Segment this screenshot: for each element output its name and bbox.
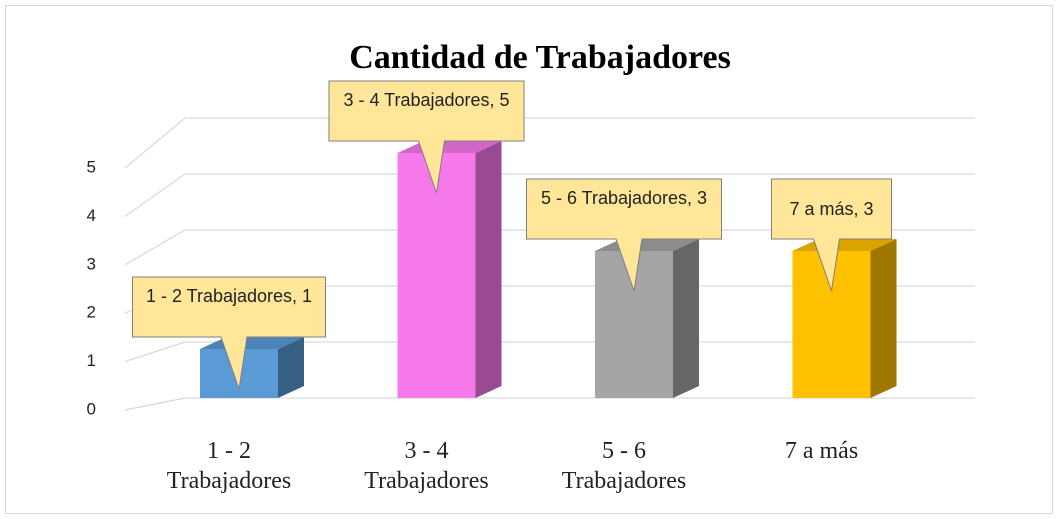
data-label: 7 a más, 3 — [789, 199, 874, 219]
y-tick-label: 1 — [87, 351, 96, 370]
data-label: 1 - 2 Trabajadores, 1 — [145, 286, 313, 306]
callout-box — [526, 178, 722, 292]
data-label: 3 - 4 Trabajadores, 5 — [343, 90, 510, 110]
x-tick-label: 5 - 6 Trabajadores — [561, 438, 687, 494]
callout-box — [771, 178, 892, 292]
data-label: 5 - 6 Trabajadores, 3 — [540, 188, 708, 208]
grid-line — [124, 117, 975, 169]
callout-box — [328, 80, 525, 194]
bar-side — [673, 239, 699, 398]
y-tick-label: 0 — [87, 399, 96, 418]
y-tick-label: 3 — [87, 254, 96, 273]
grid-line — [124, 397, 975, 411]
y-tick-label: 2 — [87, 303, 96, 322]
bar-side — [475, 141, 502, 398]
grid-line — [124, 341, 975, 363]
y-tick-label: 5 — [87, 157, 96, 176]
bar-side — [278, 337, 304, 398]
x-tick-label: 7 a más — [784, 438, 859, 464]
bar-side — [870, 239, 897, 398]
chart-title: Cantidad de Trabajadores — [349, 39, 731, 76]
callout-box — [132, 276, 326, 390]
grid-line — [124, 173, 975, 217]
x-tick-label: 3 - 4 Trabajadores — [364, 438, 489, 494]
y-tick-label: 4 — [87, 206, 96, 225]
x-tick-label: 1 - 2 Trabajadores — [166, 438, 292, 494]
bar — [397, 153, 476, 398]
